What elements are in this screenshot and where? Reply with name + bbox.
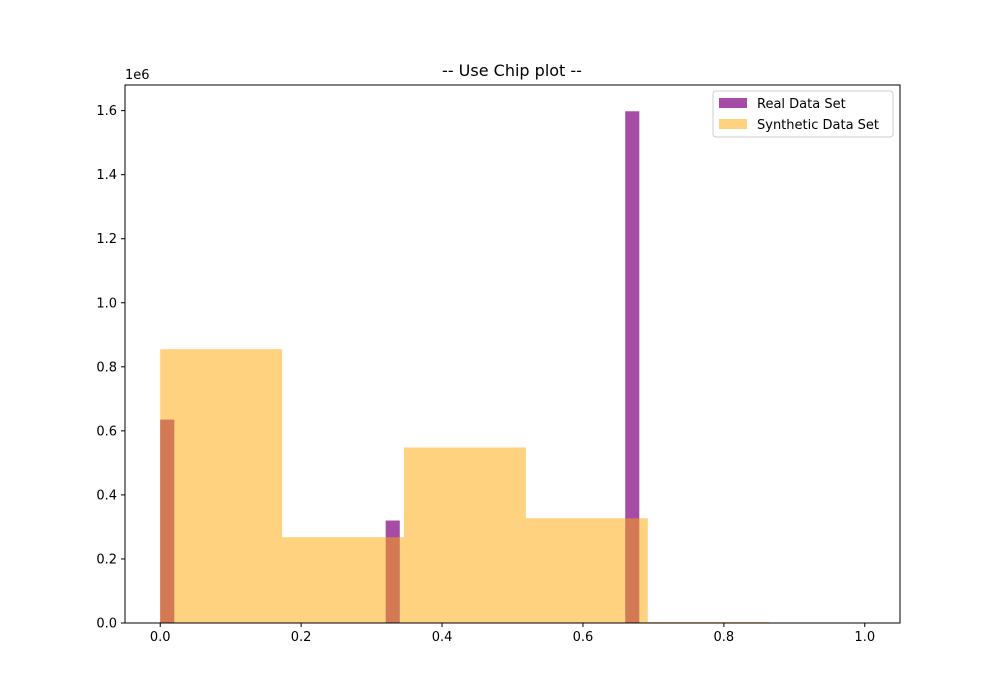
- x-axis: 0.0 0.2 0.4 0.6 0.8 1.0: [150, 623, 875, 645]
- y-tick-label: 1.6: [96, 104, 117, 119]
- y-axis-scale-label: 1e6: [125, 68, 150, 83]
- bar-series-1-bin-3: [525, 518, 648, 623]
- y-tick-label: 0.4: [96, 488, 117, 503]
- legend-label-0: Real Data Set: [757, 97, 846, 112]
- y-tick-label: 1.0: [96, 296, 117, 311]
- y-axis: 0.0 0.2 0.4 0.6 0.8 1.0 1.2 1.4 1.6: [96, 104, 125, 632]
- x-tick-label: 0.8: [714, 630, 735, 645]
- bar-series-1-bin-0: [160, 349, 283, 623]
- x-tick-label: 0.2: [291, 630, 312, 645]
- chart-title: -- Use Chip plot --: [442, 61, 582, 80]
- x-tick-label: 1.0: [854, 630, 875, 645]
- x-tick-label: 0.0: [150, 630, 171, 645]
- histogram-bars: [160, 111, 770, 623]
- legend-box: [712, 90, 894, 138]
- y-tick-label: 1.4: [96, 168, 117, 183]
- y-tick-label: 0.6: [96, 424, 117, 439]
- bar-series-1-bin-1: [282, 537, 404, 623]
- y-tick-label: 1.2: [96, 232, 117, 247]
- y-tick-label: 0.0: [96, 617, 117, 632]
- legend-swatch-1: [719, 119, 747, 129]
- legend-swatch-0: [719, 98, 747, 108]
- axes-frame: [124, 84, 901, 624]
- legend-label-1: Synthetic Data Set: [757, 118, 879, 133]
- x-tick-label: 0.6: [573, 630, 594, 645]
- bar-series-1-bin-2: [404, 447, 526, 623]
- legend: Real Data Set Synthetic Data Set: [712, 90, 894, 138]
- x-tick-label: 0.4: [432, 630, 453, 645]
- y-tick-label: 0.2: [96, 552, 117, 567]
- bar-series-0-bin-2: [625, 111, 640, 623]
- y-tick-label: 0.8: [96, 360, 117, 375]
